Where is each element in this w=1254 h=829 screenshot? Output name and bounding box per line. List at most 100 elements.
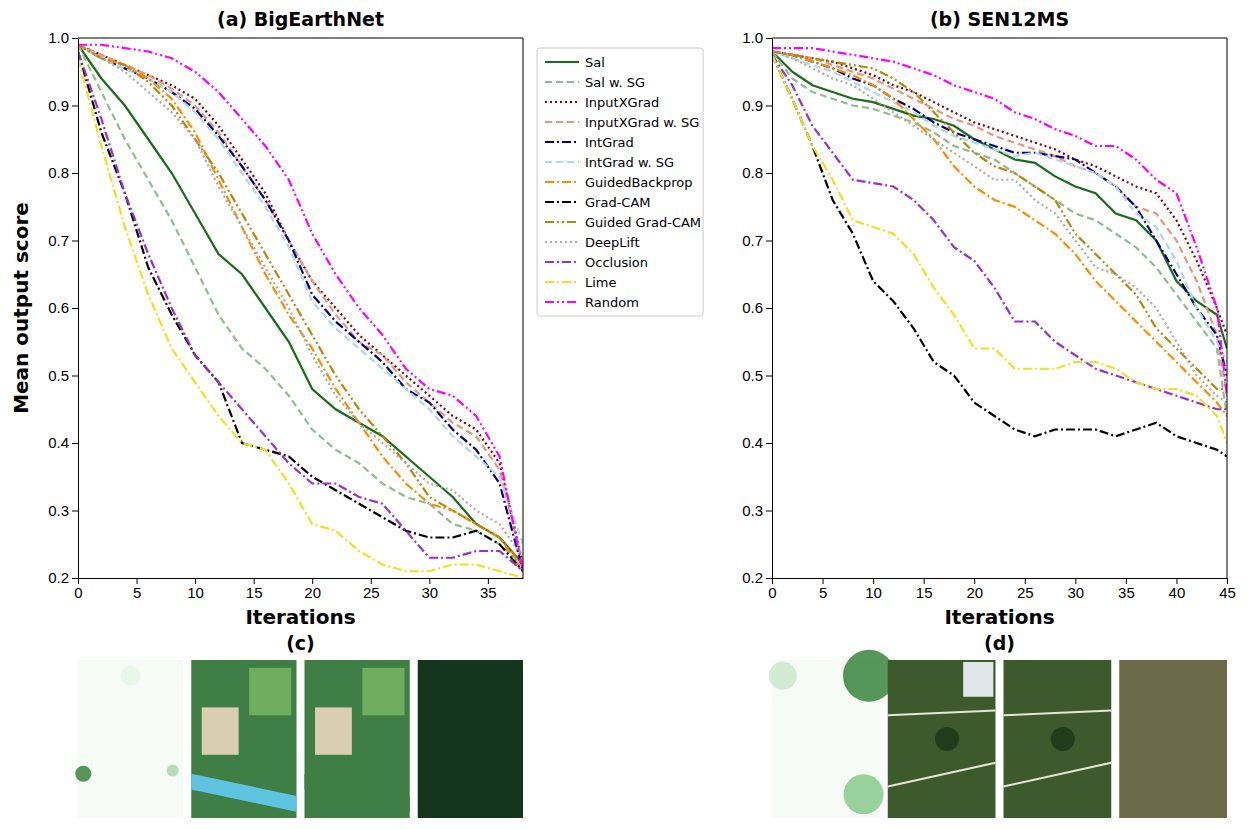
tick-label: 0.2 bbox=[742, 569, 763, 586]
tick-label: 1.0 bbox=[48, 29, 69, 46]
y-axis: 0.20.30.40.50.60.70.80.91.0 bbox=[48, 29, 78, 586]
image-ground bbox=[191, 660, 296, 818]
series-line bbox=[78, 45, 523, 565]
series-line bbox=[772, 55, 1227, 409]
axis-line bbox=[772, 39, 773, 579]
tick-mark bbox=[72, 443, 78, 444]
saliency-spot bbox=[843, 650, 895, 702]
series-line bbox=[78, 45, 523, 565]
tick: 0.5 bbox=[742, 367, 772, 384]
x-axis: 051015202530354045 bbox=[768, 578, 1236, 601]
plot-lines bbox=[772, 48, 1227, 456]
tick-label: 25 bbox=[1017, 584, 1034, 601]
axis-line bbox=[78, 39, 79, 579]
x-axis: 05101520253035 bbox=[74, 578, 523, 601]
saliency-spot bbox=[121, 666, 141, 686]
image-ground bbox=[418, 660, 523, 818]
tick-label: 0.7 bbox=[48, 232, 69, 249]
chart-panel: (a) BigEarthNet051015202530350.20.30.40.… bbox=[9, 8, 703, 629]
legend-swatch bbox=[545, 301, 579, 303]
legend-swatch bbox=[545, 81, 579, 83]
legend-label: Sal bbox=[585, 55, 605, 70]
tick-label: 0.5 bbox=[742, 367, 763, 384]
legend-label: GuidedBackprop bbox=[585, 175, 693, 190]
series-line bbox=[78, 45, 523, 545]
tick-mark bbox=[766, 38, 772, 39]
legend-swatch bbox=[545, 141, 579, 143]
tick: 0.7 bbox=[742, 232, 772, 249]
tick-mark bbox=[766, 443, 772, 444]
y-axis: 0.20.30.40.50.60.70.80.91.0 bbox=[742, 29, 772, 586]
saliency-spot bbox=[769, 662, 797, 690]
tick-label: 20 bbox=[966, 584, 983, 601]
legend-label: Grad-CAM bbox=[585, 195, 651, 210]
field bbox=[249, 668, 291, 715]
series-line bbox=[772, 55, 1227, 443]
tick-mark bbox=[72, 578, 78, 579]
tick-label: 0.5 bbox=[48, 367, 69, 384]
tick-label: 15 bbox=[916, 584, 933, 601]
tick: 0.2 bbox=[48, 569, 78, 586]
frame bbox=[78, 38, 523, 39]
legend-label: Occlusion bbox=[585, 255, 648, 270]
saliency-spot bbox=[167, 765, 179, 777]
image bbox=[191, 660, 296, 818]
series-line bbox=[78, 45, 523, 558]
tick-mark bbox=[766, 106, 772, 107]
cloud bbox=[963, 662, 993, 697]
tick-label: 10 bbox=[187, 584, 204, 601]
tick-label: 5 bbox=[819, 584, 827, 601]
tick-mark bbox=[72, 241, 78, 242]
tick: 0.9 bbox=[742, 97, 772, 114]
tick: 0.5 bbox=[48, 367, 78, 384]
legend-label: IntGrad bbox=[585, 135, 634, 150]
tick-label: 0.8 bbox=[48, 164, 69, 181]
series-line bbox=[78, 58, 523, 578]
series-line bbox=[78, 45, 523, 572]
legend-label: Random bbox=[585, 295, 639, 310]
tick: 35 bbox=[1118, 578, 1135, 601]
road bbox=[888, 711, 996, 716]
tick-mark bbox=[766, 241, 772, 242]
series-line bbox=[78, 52, 523, 572]
legend-swatch bbox=[545, 121, 579, 123]
legend-label: Guided Grad-CAM bbox=[585, 215, 701, 230]
chart-panel: (b) SEN12MS0510152025303540450.20.30.40.… bbox=[742, 8, 1236, 629]
series-line bbox=[78, 45, 523, 572]
tick-label: 0.4 bbox=[48, 434, 69, 451]
tick: 20 bbox=[304, 578, 321, 601]
tick-label: 0 bbox=[74, 584, 82, 601]
image bbox=[1119, 660, 1227, 818]
legend-swatch bbox=[545, 61, 579, 63]
tick-label: 0.6 bbox=[742, 299, 763, 316]
series-line bbox=[772, 52, 1227, 417]
tick-label: 0.7 bbox=[742, 232, 763, 249]
series-line bbox=[78, 45, 523, 572]
legend-label: Lime bbox=[585, 275, 617, 290]
legend-label: Sal w. SG bbox=[585, 75, 645, 90]
tick-label: 30 bbox=[421, 584, 438, 601]
tick-label: 0.8 bbox=[742, 164, 763, 181]
legend-swatch bbox=[545, 241, 579, 243]
tick-label: 25 bbox=[363, 584, 380, 601]
tick: 40 bbox=[1169, 578, 1186, 601]
tick-label: 1.0 bbox=[742, 29, 763, 46]
image-ground bbox=[888, 660, 996, 818]
tick-label: 5 bbox=[133, 584, 141, 601]
axis-line bbox=[773, 578, 1228, 579]
tick: 0.6 bbox=[742, 299, 772, 316]
legend-swatch bbox=[545, 181, 579, 183]
image-ground bbox=[1119, 660, 1227, 818]
image-panel: (d) bbox=[769, 632, 1227, 818]
image-panel: (c) bbox=[75, 632, 523, 818]
legend-swatch bbox=[545, 201, 579, 203]
tick: 10 bbox=[865, 578, 882, 601]
image bbox=[305, 660, 410, 818]
series-line bbox=[78, 45, 523, 565]
chart-title: (a) BigEarthNet bbox=[217, 8, 384, 30]
image-ground bbox=[78, 660, 183, 818]
tick-mark bbox=[72, 511, 78, 512]
tick-label: 0.9 bbox=[48, 97, 69, 114]
tick-label: 10 bbox=[865, 584, 882, 601]
tick: 1.0 bbox=[48, 29, 78, 46]
